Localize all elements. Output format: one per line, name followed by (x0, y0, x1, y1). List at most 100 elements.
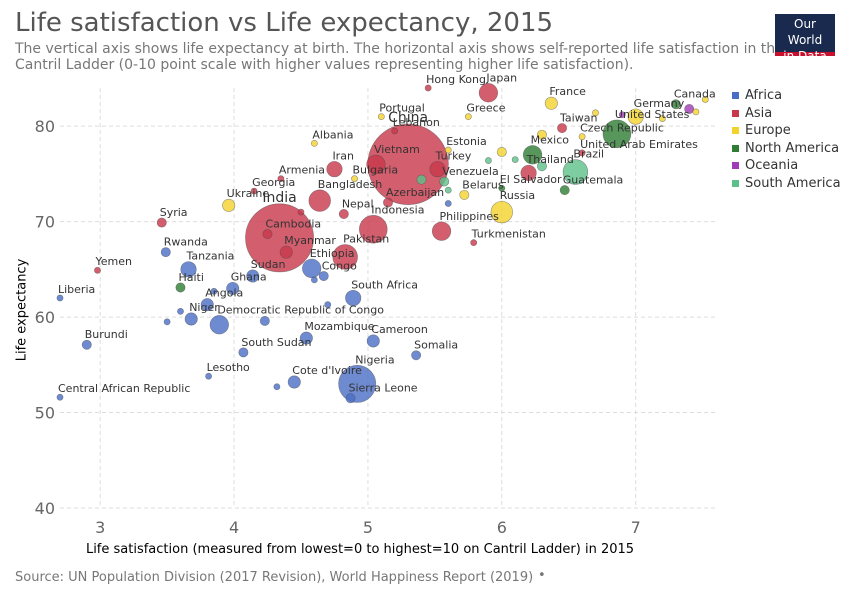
data-point[interactable] (459, 189, 470, 200)
data-point[interactable] (279, 245, 293, 259)
data-point[interactable] (250, 187, 258, 195)
data-point[interactable] (692, 108, 700, 116)
data-point[interactable] (520, 164, 537, 182)
legend-item[interactable]: Asia (732, 105, 841, 123)
data-point[interactable] (411, 350, 422, 361)
data-point[interactable] (485, 157, 492, 164)
data-point[interactable] (180, 261, 197, 278)
data-point[interactable] (338, 209, 349, 219)
data-point[interactable] (439, 176, 450, 187)
data-point[interactable] (302, 258, 322, 279)
data-point[interactable] (444, 146, 452, 154)
data-point[interactable] (56, 294, 64, 302)
point-label: Angola (205, 286, 243, 299)
data-point[interactable] (701, 96, 709, 103)
data-point[interactable] (416, 174, 427, 185)
legend-item[interactable]: Oceania (732, 157, 841, 175)
data-point[interactable] (345, 393, 356, 404)
data-point[interactable] (297, 208, 305, 216)
data-point[interactable] (175, 282, 186, 293)
data-point[interactable] (578, 149, 586, 157)
data-point[interactable] (156, 217, 167, 228)
data-point[interactable] (511, 156, 519, 163)
data-point[interactable] (259, 315, 270, 326)
data-point[interactable] (359, 215, 388, 244)
data-point[interactable] (618, 111, 626, 119)
data-point[interactable] (326, 161, 343, 178)
data-point[interactable] (444, 186, 452, 194)
data-point[interactable] (351, 175, 358, 183)
legend-swatch (732, 127, 739, 135)
data-point[interactable] (578, 133, 586, 141)
legend-item[interactable]: South America (732, 175, 841, 193)
data-point[interactable] (562, 159, 589, 185)
data-point[interactable] (163, 318, 171, 326)
data-point[interactable] (200, 298, 214, 312)
data-point[interactable] (222, 198, 236, 212)
data-point[interactable] (366, 334, 380, 348)
data-point[interactable] (557, 123, 567, 134)
point-label: Lesotho (207, 361, 250, 374)
data-point[interactable] (659, 115, 666, 122)
data-point[interactable] (310, 139, 318, 147)
data-point[interactable] (277, 175, 285, 183)
data-point[interactable] (627, 108, 644, 125)
data-point[interactable] (496, 147, 507, 157)
data-point[interactable] (332, 244, 358, 270)
data-point[interactable] (383, 197, 393, 208)
data-point[interactable] (537, 129, 547, 140)
data-point[interactable] (602, 119, 632, 149)
data-point[interactable] (498, 184, 506, 192)
data-point[interactable] (310, 276, 318, 284)
data-point[interactable] (245, 203, 314, 273)
data-point[interactable] (299, 331, 313, 345)
data-point[interactable] (238, 347, 249, 358)
data-point[interactable] (94, 266, 101, 274)
point-label: Congo (322, 259, 357, 272)
data-point[interactable] (184, 312, 198, 326)
data-point[interactable] (537, 161, 547, 172)
data-point[interactable] (209, 315, 229, 335)
data-point[interactable] (318, 271, 329, 281)
data-point[interactable] (210, 287, 218, 295)
data-point[interactable] (273, 383, 281, 391)
data-point[interactable] (429, 161, 446, 178)
data-point[interactable] (559, 185, 570, 196)
data-point[interactable] (464, 113, 472, 121)
data-point[interactable] (431, 221, 452, 241)
data-point[interactable] (246, 269, 260, 283)
y-tick-label: 80 (35, 117, 55, 136)
point-label: Czech Republic (580, 122, 664, 135)
legend-item[interactable]: Europe (732, 122, 841, 140)
data-point[interactable] (56, 393, 64, 401)
data-point[interactable] (81, 339, 92, 350)
owid-logo[interactable]: Our World in Data (775, 14, 835, 63)
data-point[interactable] (324, 301, 332, 309)
data-point[interactable] (345, 289, 362, 307)
legend-item[interactable]: North America (732, 140, 841, 158)
data-point[interactable] (308, 189, 331, 212)
point-label: Armenia (279, 164, 325, 177)
data-point[interactable] (670, 99, 681, 110)
data-point[interactable] (262, 229, 273, 239)
data-point[interactable] (287, 375, 301, 389)
data-point[interactable] (424, 84, 432, 92)
data-point[interactable] (391, 127, 399, 135)
data-point[interactable] (177, 307, 184, 315)
legend-item[interactable]: Africa (732, 87, 841, 105)
data-point[interactable] (444, 200, 452, 207)
data-point[interactable] (205, 372, 213, 380)
data-point[interactable] (377, 113, 385, 121)
data-point[interactable] (160, 247, 171, 258)
data-point[interactable] (544, 96, 558, 110)
data-point[interactable] (338, 365, 377, 403)
data-point[interactable] (366, 154, 386, 174)
data-point[interactable] (226, 281, 240, 295)
data-point[interactable] (470, 239, 478, 247)
point-label: Cameroon (371, 323, 428, 336)
data-point[interactable] (592, 109, 599, 117)
data-point[interactable] (684, 104, 695, 114)
data-point[interactable] (490, 200, 513, 224)
data-point[interactable] (478, 83, 499, 103)
data-point[interactable] (522, 145, 543, 165)
